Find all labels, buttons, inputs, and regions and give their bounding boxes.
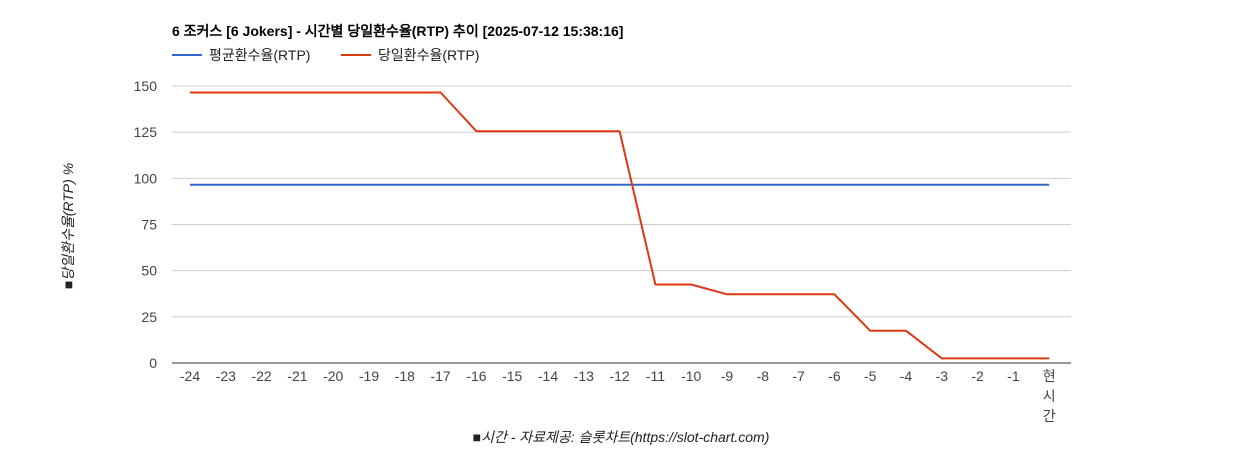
y-tick-label-150: 150 [134,78,158,94]
x-tick-label: -17 [430,368,450,384]
y-tick-label-25: 25 [141,309,157,325]
x-tick-label: -12 [609,368,629,384]
y-tick-label-125: 125 [134,124,158,140]
x-tick-label: -11 [646,368,665,384]
x-tick-label: -10 [681,368,701,384]
y-axis-label: ■당일환수율(RTP) % [60,163,76,289]
y-tick-label-0: 0 [149,355,157,371]
x-tick-label: -7 [792,368,805,384]
y-axis-ticks: 0 25 50 75 100 125 150 [134,78,158,371]
x-tick-label: -19 [359,368,379,384]
x-tick-label: -21 [287,368,307,384]
x-tick-label: -1 [1007,368,1020,384]
chart-title: 6 조커스 [6 Jokers] - 시간별 당일환수율(RTP) 추이 [20… [172,23,623,39]
x-tick-label: -13 [574,368,594,384]
x-tick-label: -15 [502,368,522,384]
legend-item-daily-rtp[interactable]: 당일환수율(RTP) [341,47,479,63]
x-tick-label: -16 [466,368,486,384]
x-tick-label: -20 [323,368,343,384]
y-tick-label-50: 50 [141,263,157,279]
x-tick-label: -5 [864,368,877,384]
x-tick-label: -23 [216,368,236,384]
legend-label-average-rtp: 평균환수율(RTP) [209,47,310,63]
x-tick-label: -18 [395,368,415,384]
x-tick-label: -22 [251,368,271,384]
x-tick-label: -9 [721,368,734,384]
x-tick-label: -6 [828,368,841,384]
x-tick-label: -3 [936,368,949,384]
x-tick-label: -4 [900,368,913,384]
x-tick-label: -8 [757,368,770,384]
legend: 평균환수율(RTP) 당일환수율(RTP) [172,47,479,63]
series-line-daily-rtp[interactable] [190,91,1050,360]
x-axis-label: ■시간 - 자료제공: 슬롯차트(https://slot-chart.com) [473,429,770,445]
legend-label-daily-rtp: 당일환수율(RTP) [378,47,479,63]
y-tick-label-100: 100 [134,170,158,186]
x-tick-label: -2 [971,368,984,384]
y-tick-label-75: 75 [141,217,157,233]
x-axis-ticks: -24 -23 -22 -21 -20 -19 -18 -17 -16 -15 -14 -13 -12 -… [180,368,1056,424]
legend-item-average-rtp[interactable]: 평균환수율(RTP) [172,47,310,63]
gridlines [172,85,1071,364]
x-tick-label: -24 [180,368,200,384]
series-lines [190,91,1050,360]
x-tick-label: -14 [538,368,558,384]
